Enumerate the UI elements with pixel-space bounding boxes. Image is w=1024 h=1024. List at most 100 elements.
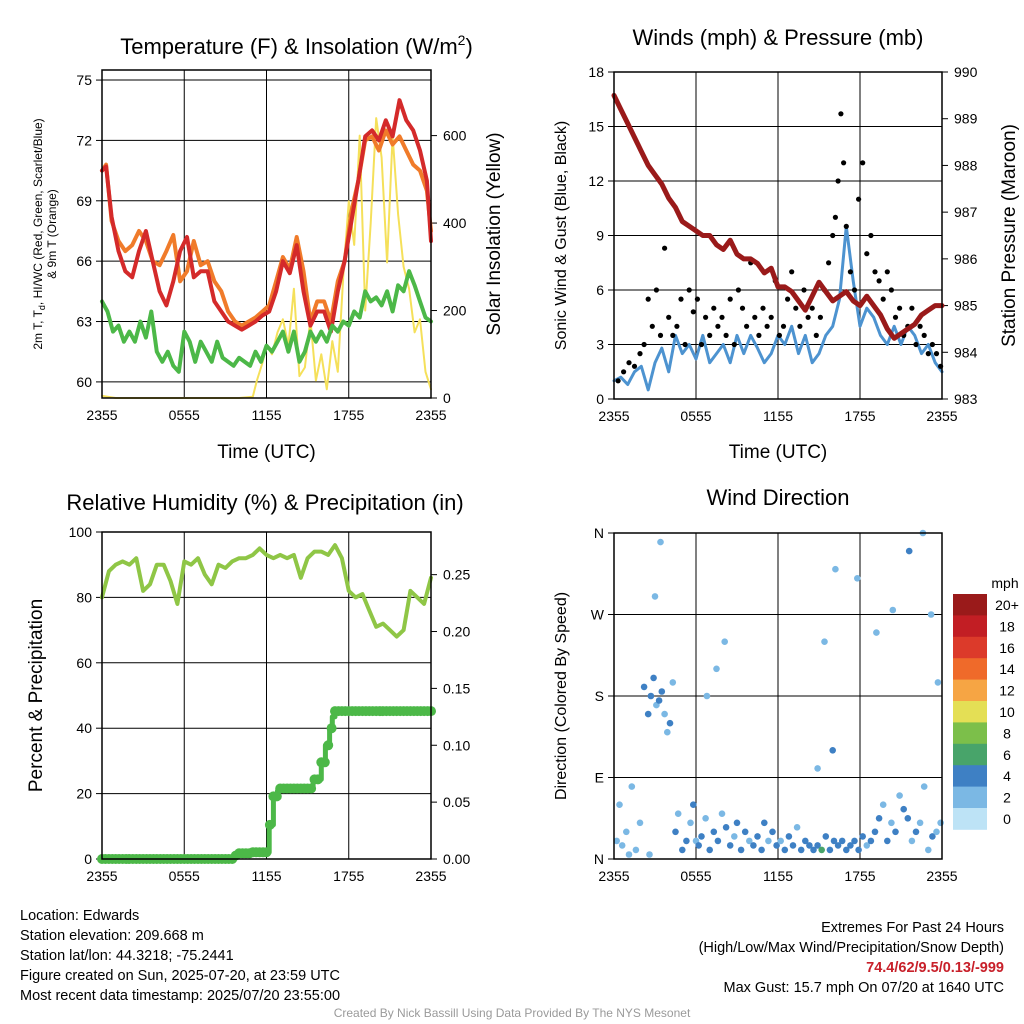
y2-axis-label: Station Pressure (Maroon) <box>999 124 1020 347</box>
precip-point <box>271 791 282 802</box>
y2-tick-label: 989 <box>954 111 978 127</box>
direction-point <box>859 833 866 840</box>
y-tick-label: 6 <box>596 282 604 298</box>
gust-point <box>813 332 819 338</box>
humidity-precipitation-chart: 2355 0555 1155 1755 23550204060801000.000.05… <box>26 490 470 884</box>
y-tick-label: 100 <box>69 524 93 540</box>
direction-point <box>920 783 928 790</box>
direction-point <box>703 692 711 700</box>
legend-swatch <box>953 594 987 616</box>
x-tick-label: 2355 <box>86 868 117 884</box>
gust-point <box>826 260 832 266</box>
gust-point <box>735 287 742 293</box>
direction-point <box>843 846 850 854</box>
direction-point <box>908 837 916 845</box>
direction-point <box>826 846 834 854</box>
y2-tick-label: 987 <box>954 204 978 220</box>
gust-point <box>933 351 940 357</box>
y-tick-label: E <box>595 770 604 786</box>
legend-swatch <box>953 636 987 659</box>
gust-point <box>682 341 688 348</box>
y-tick-label: 40 <box>76 720 92 736</box>
legend-label: 20+ <box>995 597 1019 613</box>
x-tick-label: 2355 <box>86 407 117 423</box>
direction-point <box>884 837 891 845</box>
y2-tick-label: 988 <box>954 157 978 173</box>
gust-point <box>847 269 854 275</box>
elevation-text: Station elevation: 209.668 m <box>20 928 204 944</box>
legend-swatch <box>953 765 987 787</box>
direction-point <box>814 842 821 849</box>
direction-point <box>687 819 694 827</box>
gust-point <box>626 360 632 366</box>
temp2m-line <box>100 98 433 334</box>
gust-point <box>666 314 672 320</box>
gust-point <box>694 296 701 302</box>
direction-point <box>912 828 920 836</box>
direction-point <box>834 842 842 849</box>
direction-point <box>666 719 674 727</box>
legend-label: 14 <box>999 661 1015 677</box>
gust-point <box>686 287 692 293</box>
legend-label: 10 <box>999 704 1015 720</box>
gust-point <box>678 296 684 302</box>
gust-point <box>711 305 717 311</box>
direction-point <box>655 697 663 704</box>
y-tick-label: N <box>594 525 604 541</box>
x-tick-label: 0555 <box>169 868 200 884</box>
gust-point <box>838 111 844 117</box>
winds-pressure-chart: 2355 0555 1155 1755 235503691215189839849859… <box>553 25 1020 463</box>
direction-point <box>937 819 944 827</box>
direction-point <box>829 747 836 754</box>
precip-point <box>264 819 275 830</box>
legend-label: 6 <box>1003 747 1011 763</box>
gust-point <box>797 323 803 329</box>
y2-tick-label: 200 <box>443 303 467 319</box>
y2-tick-label: 0.05 <box>443 794 470 810</box>
recent-data-text: Most recent data timestamp: 2025/07/20 2… <box>20 988 341 1004</box>
gust-point <box>715 323 721 329</box>
gust-point <box>929 341 936 348</box>
latlon-text: Station lat/lon: 44.3218; -75.2441 <box>20 948 234 964</box>
x-tick-label: 2355 <box>598 868 629 884</box>
x-axis-label: Time (UTC) <box>729 442 828 463</box>
direction-point <box>806 842 813 849</box>
gust-point <box>785 296 791 302</box>
y-tick-label: 80 <box>76 589 92 605</box>
y2-tick-label: 0.20 <box>443 624 470 640</box>
gust-point <box>768 314 774 320</box>
gust-point <box>760 305 766 311</box>
y-axis-label: 2m T, Td, HI/WC (Red, Green, Scarlet/Blu… <box>31 118 47 349</box>
dewpoint-line <box>100 269 433 374</box>
direction-point <box>669 679 677 686</box>
gust-point <box>851 287 858 293</box>
gust-point <box>637 351 643 357</box>
y-axis-label: Percent & Precipitation <box>26 599 47 792</box>
direction-point <box>867 837 875 845</box>
direction-point <box>873 629 880 636</box>
y-tick-label: 0 <box>596 391 604 407</box>
direction-point <box>647 692 655 700</box>
direction-point <box>929 833 936 840</box>
gust-point <box>801 287 807 293</box>
direction-point <box>695 842 702 849</box>
precip-point <box>261 847 272 858</box>
precip-point <box>312 774 323 785</box>
y2-tick-label: 983 <box>954 391 978 407</box>
x-tick-label: 1755 <box>844 868 875 884</box>
y-tick-label: 75 <box>76 72 92 88</box>
direction-point <box>793 824 801 831</box>
x-tick-label: 2355 <box>926 408 957 424</box>
y-tick-label: 3 <box>596 337 604 353</box>
direction-point <box>854 575 861 582</box>
direction-point <box>613 837 620 845</box>
gust-point <box>872 269 878 275</box>
gust-point <box>897 305 903 311</box>
gust-point <box>674 323 680 329</box>
direction-point <box>713 665 720 673</box>
gust-point <box>662 245 668 251</box>
chart-title: Wind Direction <box>706 485 849 510</box>
legend-swatch <box>953 679 987 702</box>
gust-point <box>832 214 839 220</box>
